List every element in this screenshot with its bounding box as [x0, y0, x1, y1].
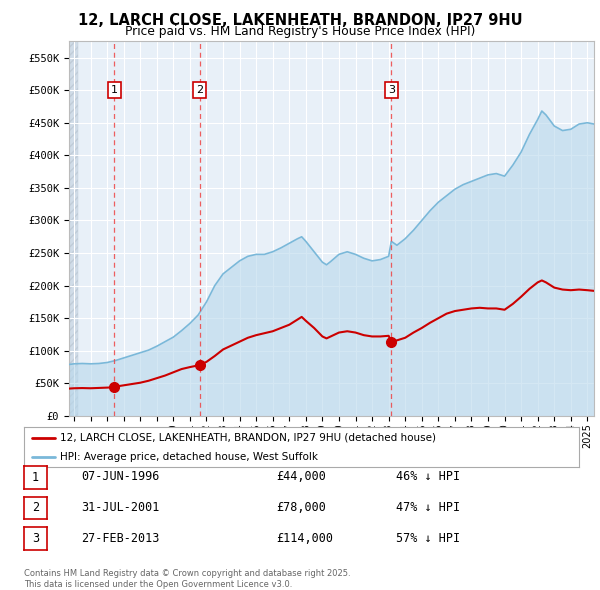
- Text: 2: 2: [32, 502, 39, 514]
- Text: £114,000: £114,000: [276, 532, 333, 545]
- Text: 12, LARCH CLOSE, LAKENHEATH, BRANDON, IP27 9HU (detached house): 12, LARCH CLOSE, LAKENHEATH, BRANDON, IP…: [60, 433, 436, 443]
- Text: 31-JUL-2001: 31-JUL-2001: [81, 501, 160, 514]
- Text: 2: 2: [196, 85, 203, 95]
- Text: 3: 3: [32, 532, 39, 545]
- Text: 46% ↓ HPI: 46% ↓ HPI: [396, 470, 460, 483]
- Text: Price paid vs. HM Land Registry's House Price Index (HPI): Price paid vs. HM Land Registry's House …: [125, 25, 475, 38]
- Text: 1: 1: [111, 85, 118, 95]
- Text: 1: 1: [32, 471, 39, 484]
- Text: 47% ↓ HPI: 47% ↓ HPI: [396, 501, 460, 514]
- Polygon shape: [69, 41, 78, 416]
- Text: 57% ↓ HPI: 57% ↓ HPI: [396, 532, 460, 545]
- Text: 12, LARCH CLOSE, LAKENHEATH, BRANDON, IP27 9HU: 12, LARCH CLOSE, LAKENHEATH, BRANDON, IP…: [77, 13, 523, 28]
- Text: 3: 3: [388, 85, 395, 95]
- Text: 07-JUN-1996: 07-JUN-1996: [81, 470, 160, 483]
- Text: £78,000: £78,000: [276, 501, 326, 514]
- Text: 27-FEB-2013: 27-FEB-2013: [81, 532, 160, 545]
- Text: £44,000: £44,000: [276, 470, 326, 483]
- Text: Contains HM Land Registry data © Crown copyright and database right 2025.
This d: Contains HM Land Registry data © Crown c…: [24, 569, 350, 589]
- Text: HPI: Average price, detached house, West Suffolk: HPI: Average price, detached house, West…: [60, 453, 318, 462]
